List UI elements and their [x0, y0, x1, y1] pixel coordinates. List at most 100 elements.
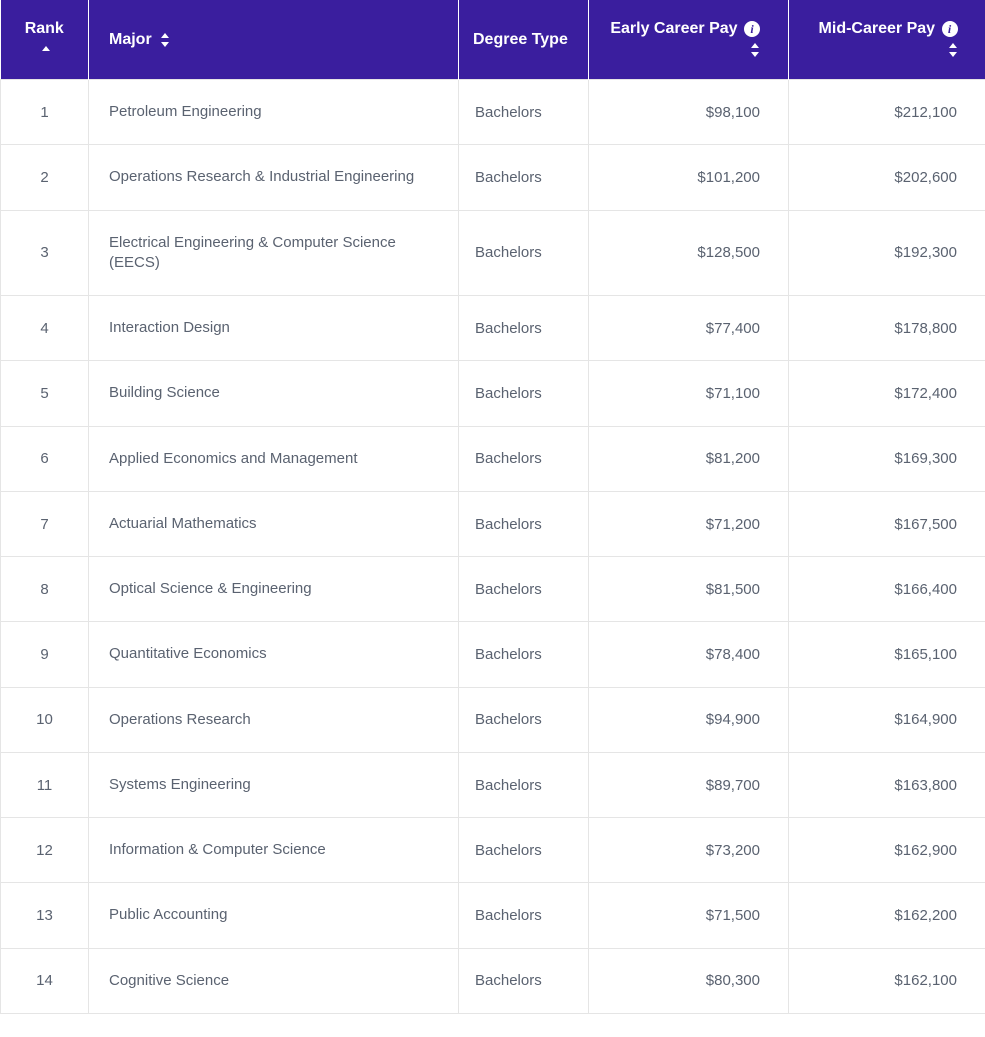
- cell-major: Building Science: [89, 361, 459, 426]
- cell-mid-pay: $202,600: [789, 145, 985, 210]
- cell-early-pay: $81,200: [589, 426, 789, 491]
- cell-rank: 8: [1, 557, 89, 622]
- sort-both-icon: [948, 43, 958, 57]
- cell-mid-pay: $162,100: [789, 948, 985, 1013]
- cell-early-pay: $71,100: [589, 361, 789, 426]
- cell-degree: Bachelors: [459, 622, 589, 687]
- table-row: 2Operations Research & Industrial Engine…: [1, 145, 985, 210]
- table-row: 11Systems EngineeringBachelors$89,700$16…: [1, 752, 985, 817]
- cell-early-pay: $81,500: [589, 557, 789, 622]
- cell-major: Actuarial Mathematics: [89, 491, 459, 556]
- table-row: 6Applied Economics and ManagementBachelo…: [1, 426, 985, 491]
- cell-mid-pay: $166,400: [789, 557, 985, 622]
- cell-degree: Bachelors: [459, 491, 589, 556]
- cell-major: Systems Engineering: [89, 752, 459, 817]
- header-early-pay[interactable]: Early Career Pay i: [589, 0, 789, 80]
- cell-degree: Bachelors: [459, 210, 589, 296]
- cell-early-pay: $101,200: [589, 145, 789, 210]
- cell-rank: 9: [1, 622, 89, 687]
- salary-by-major-table: Rank Major Degree Type Early Career Pay …: [0, 0, 985, 1014]
- cell-early-pay: $73,200: [589, 818, 789, 883]
- cell-major: Electrical Engineering & Computer Scienc…: [89, 210, 459, 296]
- cell-mid-pay: $212,100: [789, 80, 985, 145]
- header-degree-label: Degree Type: [473, 31, 568, 48]
- table-row: 7Actuarial MathematicsBachelors$71,200$1…: [1, 491, 985, 556]
- header-mid-label: Mid-Career Pay: [819, 20, 936, 37]
- cell-major: Operations Research & Industrial Enginee…: [89, 145, 459, 210]
- cell-major: Interaction Design: [89, 296, 459, 361]
- cell-rank: 3: [1, 210, 89, 296]
- sort-both-icon: [750, 43, 760, 57]
- table-row: 12Information & Computer ScienceBachelor…: [1, 818, 985, 883]
- cell-mid-pay: $162,200: [789, 883, 985, 948]
- cell-rank: 2: [1, 145, 89, 210]
- header-early-label: Early Career Pay: [610, 20, 737, 37]
- cell-degree: Bachelors: [459, 145, 589, 210]
- cell-mid-pay: $163,800: [789, 752, 985, 817]
- cell-major: Information & Computer Science: [89, 818, 459, 883]
- cell-rank: 4: [1, 296, 89, 361]
- cell-mid-pay: $178,800: [789, 296, 985, 361]
- cell-major: Public Accounting: [89, 883, 459, 948]
- cell-degree: Bachelors: [459, 296, 589, 361]
- cell-rank: 14: [1, 948, 89, 1013]
- header-degree: Degree Type: [459, 0, 589, 80]
- cell-rank: 1: [1, 80, 89, 145]
- cell-rank: 11: [1, 752, 89, 817]
- table-row: 4Interaction DesignBachelors$77,400$178,…: [1, 296, 985, 361]
- cell-degree: Bachelors: [459, 752, 589, 817]
- header-major-label: Major: [109, 31, 152, 48]
- table-row: 5Building ScienceBachelors$71,100$172,40…: [1, 361, 985, 426]
- sort-both-icon: [160, 33, 170, 47]
- cell-major: Quantitative Economics: [89, 622, 459, 687]
- table-row: 8Optical Science & EngineeringBachelors$…: [1, 557, 985, 622]
- table-body: 1Petroleum EngineeringBachelors$98,100$2…: [1, 80, 985, 1014]
- cell-mid-pay: $164,900: [789, 687, 985, 752]
- header-rank-label: Rank: [25, 20, 64, 37]
- cell-major: Operations Research: [89, 687, 459, 752]
- cell-rank: 10: [1, 687, 89, 752]
- cell-degree: Bachelors: [459, 818, 589, 883]
- cell-rank: 7: [1, 491, 89, 556]
- cell-mid-pay: $162,900: [789, 818, 985, 883]
- cell-rank: 13: [1, 883, 89, 948]
- cell-early-pay: $77,400: [589, 296, 789, 361]
- cell-early-pay: $71,200: [589, 491, 789, 556]
- cell-early-pay: $128,500: [589, 210, 789, 296]
- cell-rank: 12: [1, 818, 89, 883]
- cell-degree: Bachelors: [459, 426, 589, 491]
- cell-degree: Bachelors: [459, 361, 589, 426]
- cell-early-pay: $71,500: [589, 883, 789, 948]
- cell-mid-pay: $169,300: [789, 426, 985, 491]
- cell-mid-pay: $167,500: [789, 491, 985, 556]
- cell-degree: Bachelors: [459, 948, 589, 1013]
- table-header: Rank Major Degree Type Early Career Pay …: [1, 0, 985, 80]
- cell-rank: 5: [1, 361, 89, 426]
- table-row: 14Cognitive ScienceBachelors$80,300$162,…: [1, 948, 985, 1013]
- table-row: 10Operations ResearchBachelors$94,900$16…: [1, 687, 985, 752]
- cell-degree: Bachelors: [459, 687, 589, 752]
- cell-degree: Bachelors: [459, 80, 589, 145]
- cell-mid-pay: $172,400: [789, 361, 985, 426]
- info-icon[interactable]: i: [744, 21, 760, 37]
- cell-major: Petroleum Engineering: [89, 80, 459, 145]
- header-major[interactable]: Major: [89, 0, 459, 80]
- cell-early-pay: $98,100: [589, 80, 789, 145]
- table-row: 9Quantitative EconomicsBachelors$78,400$…: [1, 622, 985, 687]
- cell-mid-pay: $192,300: [789, 210, 985, 296]
- cell-early-pay: $78,400: [589, 622, 789, 687]
- cell-degree: Bachelors: [459, 883, 589, 948]
- cell-rank: 6: [1, 426, 89, 491]
- cell-major: Cognitive Science: [89, 948, 459, 1013]
- table-row: 1Petroleum EngineeringBachelors$98,100$2…: [1, 80, 985, 145]
- sort-asc-icon: [41, 45, 51, 55]
- header-rank[interactable]: Rank: [1, 0, 89, 80]
- cell-degree: Bachelors: [459, 557, 589, 622]
- header-mid-pay[interactable]: Mid-Career Pay i: [789, 0, 985, 80]
- cell-mid-pay: $165,100: [789, 622, 985, 687]
- cell-early-pay: $94,900: [589, 687, 789, 752]
- cell-major: Optical Science & Engineering: [89, 557, 459, 622]
- info-icon[interactable]: i: [942, 21, 958, 37]
- table-row: 13Public AccountingBachelors$71,500$162,…: [1, 883, 985, 948]
- cell-major: Applied Economics and Management: [89, 426, 459, 491]
